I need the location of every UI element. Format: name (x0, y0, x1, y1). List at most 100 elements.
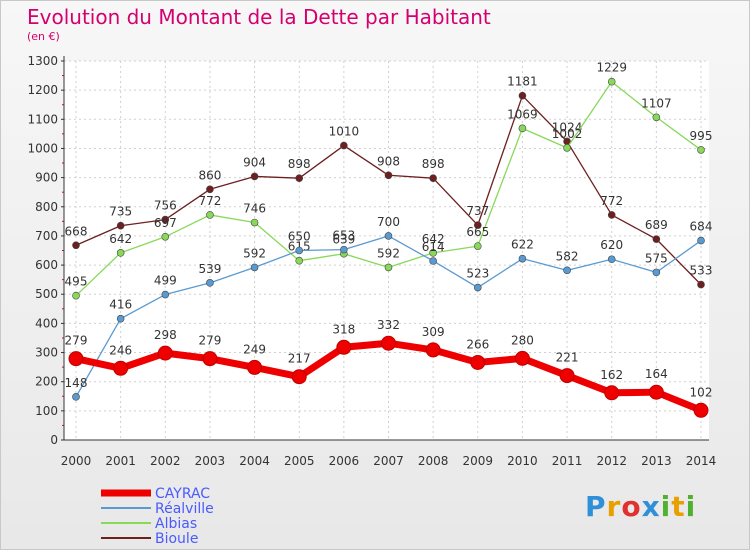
data-label-albias: 697 (154, 216, 177, 230)
data-label-bioule: 904 (243, 155, 266, 169)
data-point-bioule (518, 91, 527, 100)
logo-letter: i (660, 490, 672, 523)
data-label-r-alville: 575 (645, 251, 668, 265)
data-label-r-alville: 650 (288, 230, 311, 244)
data-point-albias (652, 113, 661, 122)
data-label-albias: 665 (466, 225, 489, 239)
data-label-bioule: 908 (377, 154, 400, 168)
data-label-albias: 1002 (552, 127, 583, 141)
data-label-bioule: 898 (422, 157, 445, 171)
data-label-albias: 495 (65, 275, 88, 289)
x-tick-label: 2011 (552, 454, 583, 468)
y-tick-label: 0 (50, 433, 58, 447)
legend-label-albias: Albias (155, 516, 197, 532)
data-point-bioule (652, 235, 661, 243)
data-point-albias (161, 232, 170, 241)
data-point-bioule (473, 221, 482, 229)
data-point-albias (473, 242, 482, 250)
x-tick-label: 2014 (686, 454, 717, 468)
data-point-cayrac (604, 385, 620, 401)
data-point-bioule (161, 215, 170, 224)
x-tick-label: 2000 (61, 454, 92, 468)
data-point-r-alville (563, 266, 571, 275)
data-point-bioule (295, 174, 304, 182)
data-point-cayrac (202, 351, 218, 367)
data-point-bioule (72, 241, 80, 250)
y-tick-label: 200 (35, 375, 58, 389)
data-label-r-alville: 684 (690, 220, 713, 234)
data-label-bioule: 668 (65, 224, 88, 238)
y-tick-label: 1000 (27, 141, 58, 155)
data-point-r-alville (518, 254, 527, 263)
data-point-r-alville (607, 255, 616, 264)
data-label-cayrac: 217 (288, 352, 311, 366)
data-label-albias: 1107 (641, 96, 672, 110)
data-point-bioule (206, 185, 214, 194)
data-point-cayrac (247, 359, 263, 375)
data-point-bioule (116, 221, 125, 230)
data-point-albias (518, 124, 527, 133)
y-tick-label: 1200 (27, 83, 58, 97)
data-label-r-alville: 622 (511, 238, 534, 252)
data-point-r-alville (429, 257, 437, 265)
proxiti-logo: Proxiti (585, 490, 696, 523)
data-label-bioule: 533 (690, 264, 713, 278)
data-label-cayrac: 332 (377, 318, 400, 332)
logo-letter: i (685, 490, 697, 523)
data-label-bioule: 1024 (552, 120, 583, 134)
data-label-albias: 746 (243, 202, 266, 216)
x-tick-label: 2004 (239, 454, 270, 468)
x-tick-label: 2013 (641, 454, 672, 468)
data-label-cayrac: 102 (690, 385, 713, 399)
data-label-r-alville: 653 (332, 229, 355, 243)
data-point-albias (607, 77, 616, 86)
data-label-r-alville: 148 (65, 376, 88, 390)
data-label-bioule: 689 (645, 218, 668, 232)
data-point-r-alville (72, 393, 80, 401)
y-tick-label: 800 (35, 200, 58, 214)
y-tick-label: 100 (35, 404, 58, 418)
data-label-bioule: 1010 (329, 125, 360, 139)
logo-letter: P (585, 490, 607, 523)
x-tick-label: 2003 (195, 454, 226, 468)
data-label-r-alville: 592 (243, 246, 266, 260)
data-label-cayrac: 164 (645, 367, 668, 381)
data-label-bioule: 1181 (507, 75, 538, 89)
y-tick-label: 600 (35, 258, 58, 272)
data-label-albias: 1069 (507, 107, 538, 121)
data-point-albias (116, 249, 125, 257)
data-point-cayrac (113, 360, 129, 376)
data-point-albias (295, 256, 304, 265)
data-label-cayrac: 318 (332, 322, 355, 336)
data-point-bioule (340, 141, 348, 150)
data-label-bioule: 737 (466, 204, 489, 218)
logo-letter: t (671, 490, 686, 523)
data-label-r-alville: 416 (109, 298, 132, 312)
data-point-cayrac (470, 354, 486, 370)
y-tick-label: 1300 (27, 54, 58, 68)
data-label-cayrac: 249 (243, 342, 266, 356)
data-label-albias: 642 (109, 232, 132, 246)
data-label-cayrac: 309 (422, 325, 445, 339)
data-point-cayrac (157, 345, 173, 361)
data-point-cayrac (559, 368, 575, 384)
x-tick-label: 2010 (507, 454, 538, 468)
data-point-albias (429, 249, 437, 257)
data-point-r-alville (473, 283, 482, 292)
data-label-albias: 592 (377, 246, 400, 260)
legend-label-bioule: Bioule (155, 531, 198, 547)
data-point-r-alville (250, 263, 259, 272)
data-label-r-alville: 499 (154, 274, 177, 288)
data-label-cayrac: 298 (154, 328, 177, 342)
data-label-cayrac: 280 (511, 333, 534, 347)
logo-letter: o (621, 490, 642, 523)
data-point-bioule (697, 280, 705, 289)
data-point-cayrac (693, 402, 709, 418)
chart-title: Evolution du Montant de la Dette par Hab… (27, 5, 491, 29)
data-label-r-alville: 523 (466, 267, 489, 281)
x-tick-label: 2006 (329, 454, 360, 468)
data-label-albias: 1229 (596, 61, 627, 75)
data-point-r-alville (340, 245, 348, 254)
